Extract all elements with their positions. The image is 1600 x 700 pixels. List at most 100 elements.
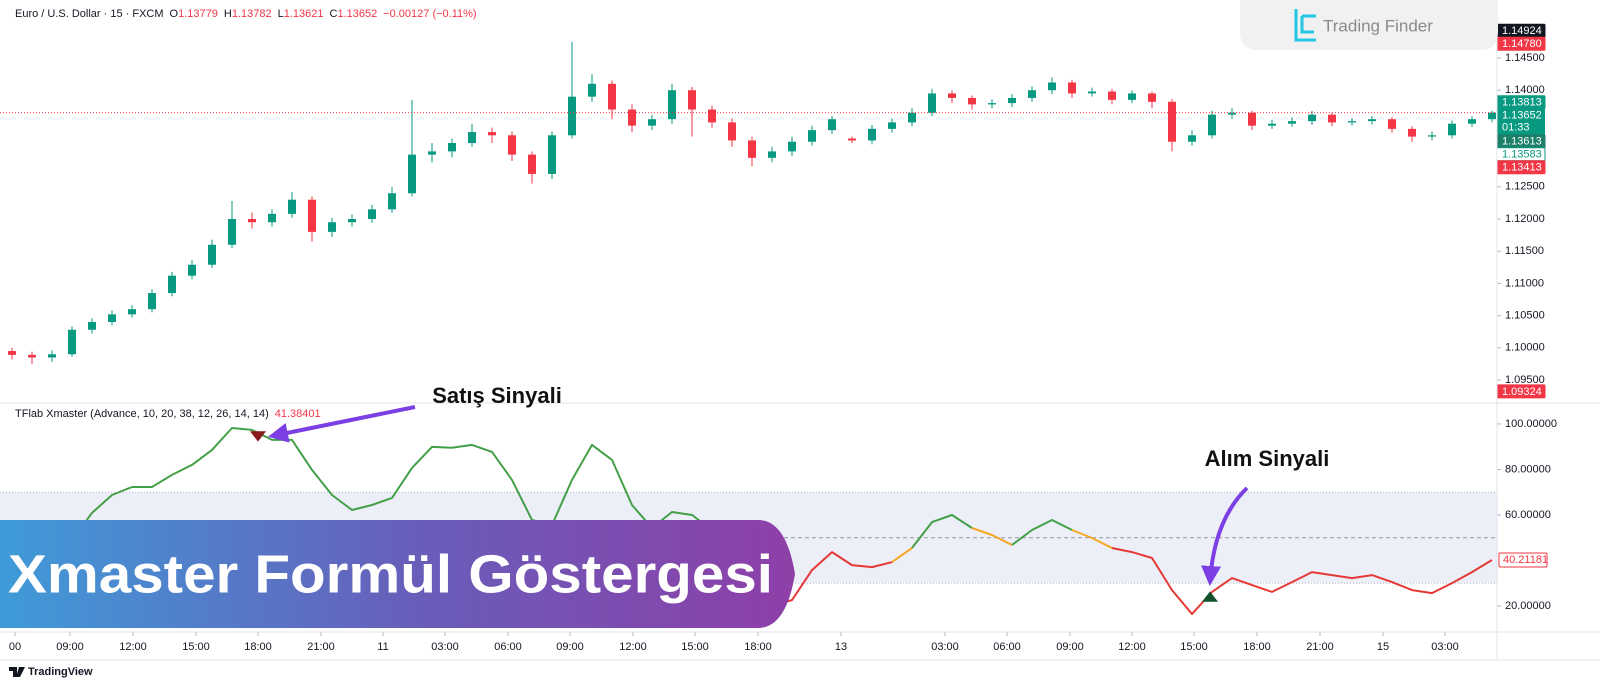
x-tick-label: 21:00 [307, 641, 335, 653]
candle-body [1408, 128, 1416, 137]
candle-body [1228, 112, 1236, 115]
candle-body [448, 143, 456, 152]
candle-body [728, 122, 736, 141]
candle-body [528, 154, 536, 174]
x-tick-label: 12:00 [119, 641, 147, 653]
candle-body [328, 222, 336, 232]
x-tick-label: 13 [835, 641, 847, 653]
symbol-legend: Euro / U.S. Dollar · 15 · FXCM O1.13779 H1… [15, 8, 477, 20]
x-tick-label: 15 [1377, 641, 1389, 653]
indicator-value: 41.38401 [275, 408, 321, 420]
candle-body [288, 199, 296, 214]
candle-body [248, 219, 256, 223]
x-tick-label: 18:00 [244, 641, 272, 653]
sell-arrow [268, 405, 416, 443]
candle-body [68, 329, 76, 355]
candle-body [688, 90, 696, 110]
candle-body [588, 83, 596, 97]
candle-body [608, 83, 616, 110]
change: −0.00127 (−0.11%) [383, 8, 476, 20]
candle-body [1108, 91, 1116, 100]
candle-body [508, 135, 516, 155]
y-tick-label: 1.10000 [1505, 342, 1545, 354]
candle-body [1088, 91, 1096, 94]
candle-body [1028, 90, 1036, 98]
footer-logo-icon [9, 667, 25, 677]
price-label: 1.13613 [1502, 136, 1542, 148]
x-tick-label: 12:00 [619, 641, 647, 653]
ohlc-label: H [224, 8, 232, 20]
candle-body [1428, 135, 1436, 137]
candle-body [268, 213, 276, 223]
candle-body [968, 97, 976, 105]
candle-body [48, 354, 56, 358]
candle-body [108, 314, 116, 323]
candle-body [1208, 114, 1216, 136]
candle-body [928, 93, 936, 113]
candle-body [468, 132, 476, 144]
x-tick-label: 00 [9, 641, 21, 653]
price-label: 1.13413 [1502, 162, 1542, 174]
current-price-label: 1.13652 [1502, 110, 1542, 122]
candle-body [1068, 82, 1076, 94]
ohlc-value: 1.13652 [337, 8, 377, 20]
x-tick-label: 09:00 [556, 641, 584, 653]
candle-body [568, 96, 576, 136]
banner [0, 520, 795, 628]
signal-marker [1202, 591, 1218, 602]
buy-arrow [1201, 486, 1249, 586]
y-tick-label: 1.11000 [1505, 277, 1544, 289]
x-tick-label: 11 [377, 641, 388, 653]
last-value-label: 40.21181 [1503, 554, 1548, 566]
x-tick-label: 18:00 [1243, 641, 1271, 653]
x-tick-label: 18:00 [744, 641, 772, 653]
candle-body [648, 119, 656, 126]
indicator-line [1011, 519, 1073, 546]
candle-body [888, 122, 896, 129]
y-tick-label: 20.00000 [1505, 600, 1551, 612]
price-label: 1.13583 [1502, 149, 1542, 161]
countdown-label: 01:33 [1502, 122, 1530, 134]
candle-body [628, 109, 636, 126]
ohlc-value: 1.13782 [232, 8, 272, 20]
candle-body [1448, 123, 1456, 136]
candle-body [1288, 121, 1296, 124]
candle-body [948, 93, 956, 98]
candle-body [308, 199, 316, 232]
x-tick-label: 15:00 [182, 641, 210, 653]
candle-body [1388, 119, 1396, 129]
logo-text: Trading Finder [1323, 16, 1433, 35]
buy-annotation: Alım Sinyali [1205, 446, 1330, 471]
indicator-line [11, 427, 713, 581]
x-tick-label: 06:00 [494, 641, 522, 653]
y-tick-label: 1.09500 [1505, 374, 1545, 386]
x-tick-label: 15:00 [681, 641, 709, 653]
candle-body [868, 128, 876, 141]
y-tick-label: 1.14500 [1505, 52, 1545, 64]
ohlc-label: O [170, 8, 179, 20]
candle-body [828, 119, 836, 131]
indicator-line [911, 514, 973, 549]
candle-body [808, 130, 816, 142]
logo-background [1240, 0, 1498, 50]
x-tick-label: 12:00 [1118, 641, 1146, 653]
candle-body [388, 193, 396, 210]
candle-body [188, 264, 196, 276]
ohlc-label: C [329, 8, 337, 20]
ohlc-value: 1.13779 [178, 8, 218, 20]
price-label: 1.14780 [1502, 38, 1542, 50]
y-tick-label: 1.10500 [1505, 310, 1545, 322]
candle-body [8, 351, 16, 355]
current-price-box [1497, 108, 1545, 135]
candle-body [208, 244, 216, 265]
candle-body [1468, 119, 1476, 124]
last-value-box [1498, 552, 1548, 568]
candle-body [408, 154, 416, 194]
price-label: 1.14924 [1502, 25, 1542, 37]
indicator-legend: TFlab Xmaster (Advance, 10, 20, 38, 12, … [15, 408, 321, 420]
y-tick-label: 80.00000 [1505, 463, 1551, 475]
candle-body [1148, 93, 1156, 102]
candle-body [1168, 101, 1176, 142]
candle-body [128, 309, 136, 315]
